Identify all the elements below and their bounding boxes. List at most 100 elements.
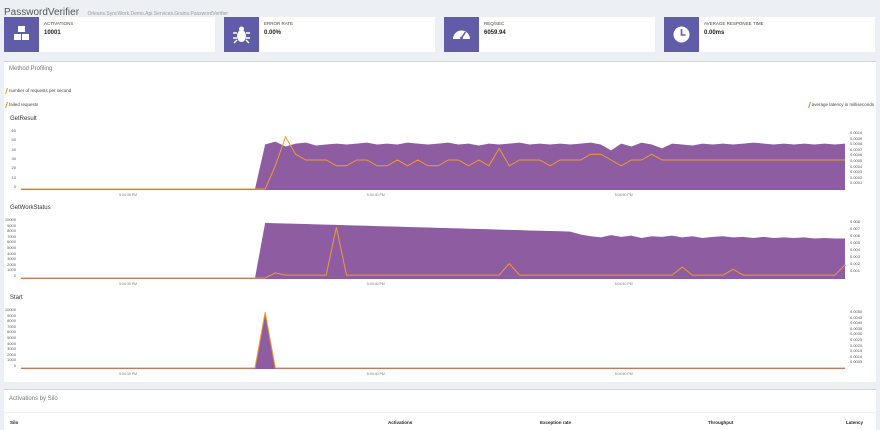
y-axis-left-tick: 0	[13, 363, 16, 368]
y-axis-left-tick: 8000	[7, 228, 16, 234]
chart-title-start: Start	[10, 295, 23, 301]
y-axis-right-tick: 0.0009	[850, 135, 863, 141]
column-header-exception-rate[interactable]: Exception rate	[540, 420, 572, 425]
y-axis-right-tick: 0.0003	[850, 169, 863, 175]
y-axis-right-tick: 0.008	[850, 219, 861, 224]
y-axis-right-tick: 0.005	[850, 240, 861, 245]
x-axis-tick: 5:04:30 PM	[119, 193, 138, 197]
column-header-activations[interactable]: Activations	[388, 420, 413, 425]
y-axis-left-tick: 40	[11, 146, 16, 152]
legend-swatch	[807, 102, 811, 108]
column-header-latency[interactable]: Latency	[846, 420, 864, 425]
y-axis-right-tick: 0.0005	[850, 359, 863, 365]
y-axis-right-tick: 0.006	[850, 233, 861, 238]
dashboard-gauge-icon	[444, 17, 479, 52]
series-requests-area	[21, 311, 845, 369]
x-axis-tick: 5:04:50 PM	[614, 372, 633, 376]
y-axis-right-tick: 0.0025	[850, 337, 863, 342]
y-axis-right-tick: 0.0007	[850, 146, 863, 152]
stat-label: AVERAGE RESPONSE TIME	[704, 21, 764, 26]
y-axis-left-tick: 10000	[4, 217, 16, 222]
y-axis-right-tick: 0.0015	[850, 348, 863, 354]
y-axis-left-tick: 7000	[7, 323, 16, 329]
stat-value: 0.00%	[264, 30, 282, 36]
y-axis-right-tick: 0.0050	[850, 309, 863, 314]
y-axis-right-tick: 0.0010	[850, 353, 863, 359]
legend-label: failed requests	[9, 102, 39, 108]
column-header-silo[interactable]: Silo	[10, 420, 19, 425]
y-axis-left-tick: 6000	[7, 239, 16, 245]
chart-plot-start	[20, 311, 846, 369]
y-axis-right-tick: 0.003	[850, 254, 861, 259]
y-axis-left-tick: 7000	[7, 233, 16, 239]
y-axis-left-tick: 3000	[7, 346, 16, 352]
y-axis-left-tick: 3000	[7, 256, 16, 262]
y-axis-left-tick: 8000	[7, 318, 16, 324]
chart-title-getresult: GetResult	[10, 116, 37, 122]
y-axis-right-tick: 0.0045	[850, 314, 863, 320]
stat-label: ERROR RATE	[264, 21, 294, 26]
x-axis-tick: 5:04:40 PM	[366, 282, 385, 286]
y-axis-right-tick: 0.0005	[850, 158, 863, 163]
y-axis-left-tick: 20	[11, 165, 16, 171]
series-latency-line	[21, 227, 846, 279]
x-axis-tick: 5:04:40 PM	[366, 372, 385, 376]
y-axis-left-tick: 50	[11, 137, 16, 143]
y-axis-left-tick: 1000	[7, 357, 16, 363]
y-axis-right-tick: 0.007	[850, 226, 861, 231]
y-axis-right-tick: 0.0030	[850, 331, 863, 337]
y-axis-left-tick: 9000	[7, 222, 16, 228]
y-axis-left-tick: 6000	[7, 329, 16, 335]
y-axis-right-tick: 0.004	[850, 247, 861, 252]
y-axis-left-tick: 2000	[7, 351, 16, 357]
x-axis-tick: 5:04:30 PM	[119, 282, 138, 286]
legend-failed: failed requests	[5, 102, 39, 108]
y-axis-right-tick: 0.0040	[850, 320, 863, 326]
y-axis-right-tick: 0.002	[850, 261, 861, 266]
y-axis-right-tick: 0.0010	[850, 130, 863, 135]
clock-icon	[664, 17, 699, 52]
y-axis-left-tick: 30	[11, 156, 16, 161]
x-axis-tick: 5:04:50 PM	[614, 282, 633, 286]
y-axis-right-tick: 0.0001	[850, 180, 863, 186]
chart-title-getworkstatus: GetWorkStatus	[10, 205, 51, 211]
y-axis-left-tick: 4000	[7, 340, 16, 346]
activations-by-silo-panel: Activations by Silo	[4, 389, 876, 430]
stat-label: ACTIVATIONS	[44, 21, 74, 26]
stat-card-avg-response: AVERAGE RESPONSE TIME 0.00ms	[664, 17, 875, 52]
method-profiling-panel: Method Profiling number of requests per …	[4, 61, 876, 382]
series-latency-line	[21, 312, 845, 369]
stat-label: REQ/SEC	[484, 21, 505, 26]
divider	[4, 412, 876, 413]
panel-title: Method Profiling	[9, 66, 53, 72]
y-axis-left-tick: 4000	[7, 250, 16, 256]
legend-label: number of requests per second	[9, 88, 72, 94]
stat-value: 6059.94	[484, 30, 506, 36]
y-axis-left-tick: 9000	[7, 312, 16, 318]
x-axis-tick: 5:04:40 PM	[366, 193, 385, 197]
page-header: PasswordVerifier Orleans.SyncWork.Demo.A…	[4, 2, 228, 18]
stat-card-activations: ACTIVATIONS 10001	[4, 17, 215, 52]
y-axis-right-tick: 0.001	[850, 268, 861, 273]
stat-card-req-sec: REQ/SEC 6059.94	[444, 17, 655, 52]
y-axis-left-tick: 10000	[4, 307, 16, 312]
y-axis-left-tick: 1000	[7, 267, 16, 273]
stat-value: 0.00ms	[704, 30, 725, 36]
x-axis-tick: 5:04:30 PM	[119, 372, 138, 376]
y-axis-left-tick: 60	[11, 128, 16, 133]
legend-label: average latency in milliseconds	[811, 102, 874, 108]
grain-namespace: Orleans.SyncWork.Demo.Api.Services.Grain…	[87, 11, 228, 17]
y-axis-right-tick: 0.0020	[850, 342, 863, 348]
stat-card-error-rate: ERROR RATE 0.00%	[224, 17, 435, 52]
grain-title: PasswordVerifier	[4, 7, 80, 18]
panel-title: Activations by Silo	[9, 396, 58, 402]
chart-plot-getworkstatus	[20, 222, 846, 279]
bug-icon	[224, 17, 259, 52]
legend-swatch	[5, 102, 8, 108]
series-requests-area	[21, 222, 845, 279]
column-header-throughput[interactable]: Throughput	[708, 420, 734, 425]
y-axis-left-tick: 5000	[7, 335, 16, 340]
y-axis-right-tick: 0.0006	[850, 152, 863, 158]
y-axis-right-tick: 0.0035	[850, 325, 863, 331]
chart-plot-getresult	[20, 135, 846, 190]
